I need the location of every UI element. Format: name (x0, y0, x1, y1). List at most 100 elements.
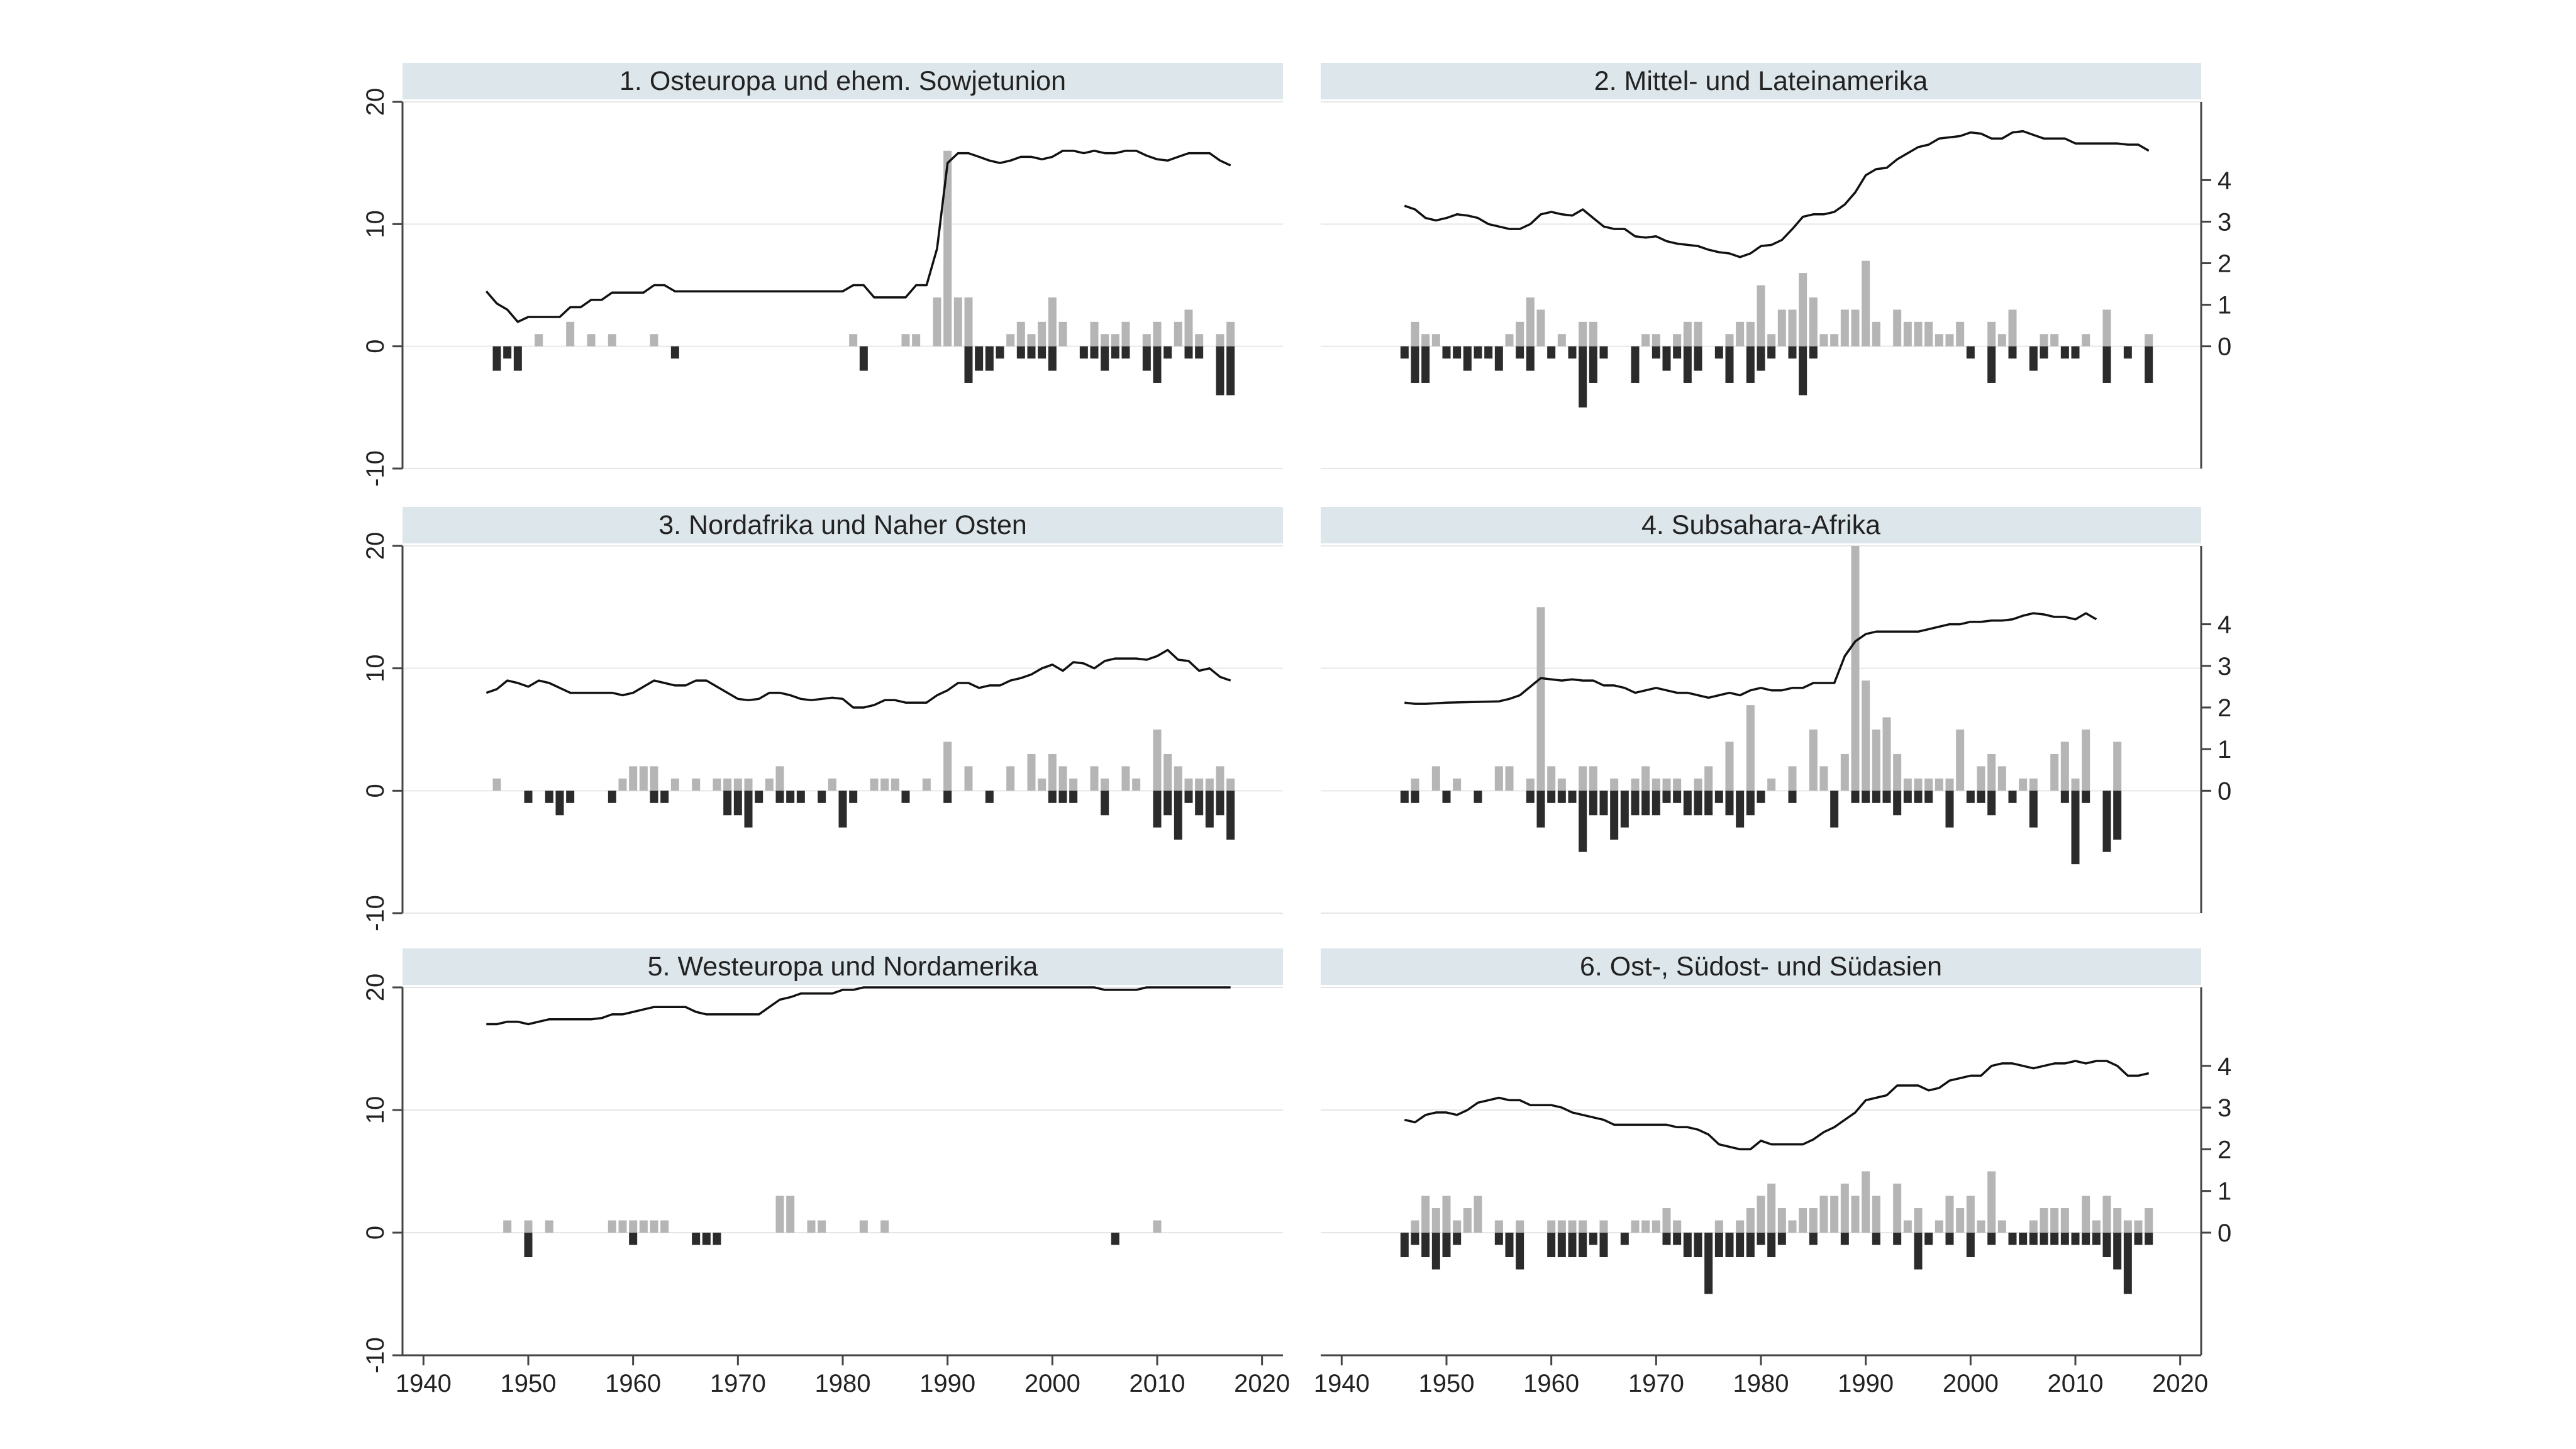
bar-positive-2004 (1090, 766, 1099, 791)
bar-negative-1969 (1641, 791, 1650, 816)
bar-negative-1982 (1777, 1233, 1786, 1245)
right-tick-label: 0 (2218, 777, 2231, 805)
bar-positive-2005 (1101, 778, 1109, 791)
bar-positive-2001 (1058, 766, 1067, 791)
bar-positive-1970 (733, 778, 742, 791)
x-tick-label: 1980 (1733, 1370, 1789, 1397)
right-tick-label: 3 (2218, 653, 2231, 680)
panel-4: 4. Subsahara-Afrika 0 1 2 3 4 (1321, 507, 2231, 914)
bar-negative-1946 (1400, 1233, 1409, 1257)
line-series (1404, 1060, 2150, 1151)
bar-negative-1951 (1453, 1233, 1462, 1245)
bar-positive-2010 (1153, 321, 1162, 347)
left-tick-label: 0 (362, 340, 389, 353)
bar-positive-1979 (1746, 1208, 1755, 1233)
bar-negative-1959 (1536, 791, 1545, 828)
bar-negative-1950 (524, 791, 533, 803)
bar-positive-1972 (1673, 778, 1682, 791)
bar-positive-1969 (1641, 1220, 1650, 1233)
panel-title: 3. Nordafrika und Naher Osten (658, 510, 1027, 540)
bar-positive-2017 (2145, 1208, 2153, 1233)
bar-positive-1999 (1956, 730, 1965, 791)
bar-positive-2011 (2082, 730, 2090, 791)
bar-positive-1949 (1431, 1208, 1440, 1233)
bar-negative-1956 (1505, 1233, 1514, 1257)
bar-negative-1979 (1746, 346, 1755, 383)
bar-negative-1952 (545, 791, 553, 803)
bar-positive-2013 (1184, 309, 1193, 347)
bar-negative-2000 (1966, 1233, 1975, 1257)
bar-positive-1998 (1027, 334, 1036, 347)
bar-positive-2014 (1195, 334, 1204, 347)
right-tick-label: 0 (2218, 333, 2231, 361)
bar-positive-2001 (1977, 1220, 1985, 1233)
bar-negative-1948 (1421, 346, 1430, 383)
bar-positive-2011 (2082, 334, 2090, 347)
bar-positive-2006 (1111, 334, 1119, 347)
bar-negative-1973 (1683, 1233, 1692, 1257)
bar-negative-1975 (1704, 1233, 1713, 1294)
bar-positive-2014 (2113, 1208, 2122, 1233)
bar-negative-1971 (744, 791, 753, 828)
bar-negative-1978 (1736, 1233, 1745, 1257)
right-tick-label: 2 (2218, 694, 2231, 722)
bar-positive-1977 (1725, 741, 1734, 791)
bar-negative-1978 (1736, 791, 1745, 828)
bar-negative-1950 (1442, 791, 1451, 803)
bar-negative-2017 (2145, 1233, 2153, 1245)
bar-positive-1954 (566, 321, 575, 347)
bar-positive-2011 (1163, 753, 1172, 791)
bar-positive-2006 (2029, 1220, 2038, 1233)
bar-negative-1950 (1442, 346, 1451, 359)
bar-positive-2016 (2134, 1220, 2143, 1233)
bar-negative-1948 (503, 346, 512, 359)
bar-positive-1998 (1027, 753, 1036, 791)
bar-positive-1963 (1579, 766, 1587, 791)
panel-title: 5. Westeuropa und Nordamerika (648, 952, 1038, 982)
bar-negative-2004 (2008, 791, 2017, 803)
bar-negative-2006 (2029, 346, 2038, 371)
x-tick-label: 1990 (919, 1370, 975, 1397)
bar-negative-1972 (1673, 1233, 1682, 1245)
bar-positive-1977 (1725, 334, 1734, 347)
bar-positive-2003 (1997, 1220, 2006, 1233)
bar-positive-2006 (2029, 778, 2038, 791)
bar-positive-2014 (1195, 778, 1204, 791)
bar-positive-1962 (650, 766, 658, 791)
right-tick-label: 4 (2218, 1053, 2231, 1080)
bar-negative-1953 (1474, 791, 1482, 803)
bar-negative-1948 (1421, 1233, 1430, 1257)
bar-positive-1972 (1673, 1220, 1682, 1233)
bar-negative-1965 (1599, 1233, 1608, 1257)
bar-negative-1954 (1484, 346, 1493, 359)
bar-negative-1970 (1652, 346, 1660, 359)
bar-positive-1956 (1505, 334, 1514, 347)
bar-positive-1987 (1830, 1196, 1839, 1233)
bar-negative-1961 (1557, 791, 1566, 803)
bar-negative-1963 (1579, 791, 1587, 852)
bar-positive-2012 (1174, 766, 1182, 791)
bar-positive-1999 (1038, 321, 1046, 347)
bar-negative-2003 (1079, 346, 1088, 359)
bar-negative-1947 (1411, 1233, 1419, 1245)
bar-negative-1950 (524, 1233, 533, 1257)
bar-negative-1980 (1757, 346, 1765, 371)
bar-positive-1974 (1694, 778, 1702, 791)
line-series (1404, 612, 2097, 705)
bar-positive-1982 (1777, 1208, 1786, 1233)
bar-positive-1959 (618, 778, 627, 791)
bar-positive-1993 (1893, 309, 1902, 347)
panel-title-strip (1321, 948, 2201, 985)
bar-positive-1981 (1767, 1184, 1776, 1233)
bar-negative-1971 (1662, 791, 1671, 803)
bar-positive-1989 (1851, 309, 1860, 347)
bar-negative-2002 (1069, 791, 1078, 803)
x-tick-label: 2000 (1024, 1370, 1080, 1397)
bar-positive-2001 (1977, 766, 1985, 791)
bar-positive-1986 (1819, 334, 1828, 347)
bar-negative-1991 (1872, 791, 1880, 803)
bar-negative-2001 (1977, 791, 1985, 803)
bar-negative-1973 (1683, 346, 1692, 383)
bar-positive-1955 (1494, 766, 1503, 791)
bar-positive-2010 (1153, 730, 1162, 791)
